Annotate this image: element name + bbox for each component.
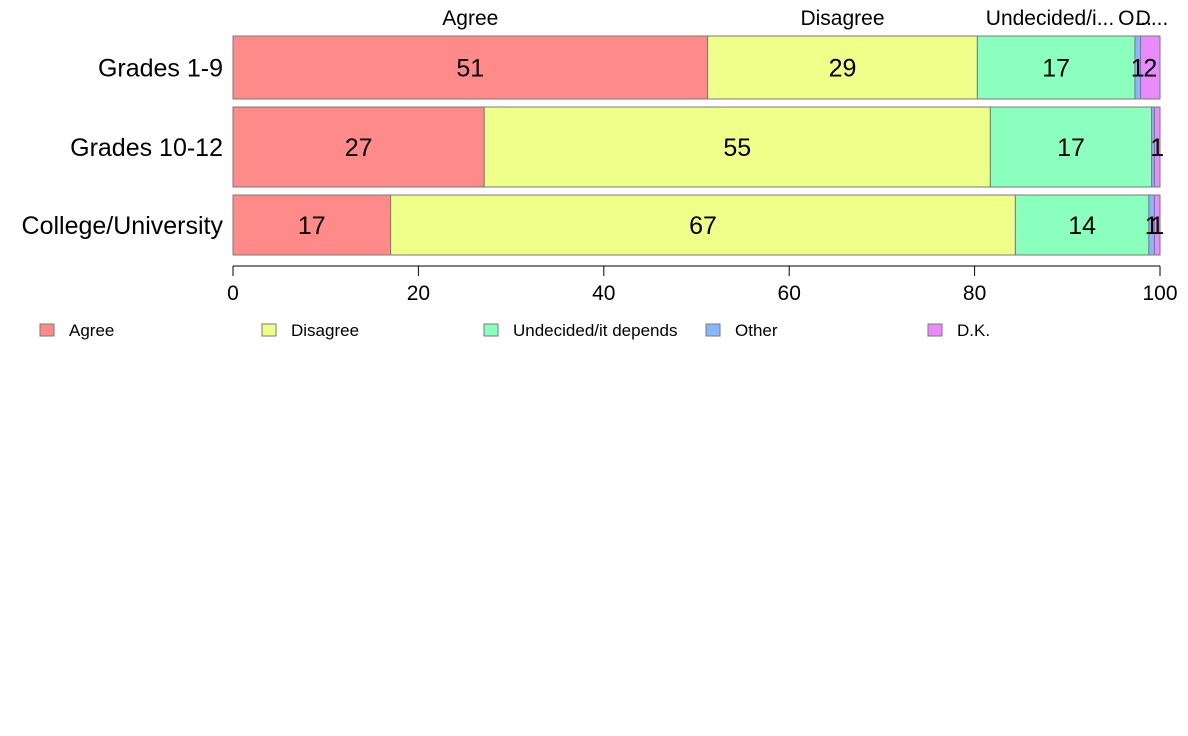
x-axis: 0 20 40 60 80 100 <box>227 265 1178 305</box>
top-series-label: Agree <box>442 7 498 30</box>
legend-swatch <box>261 323 277 337</box>
x-tick-label: 60 <box>778 282 801 305</box>
bar-data-label: 17 <box>1042 55 1070 83</box>
top-series-label: D... <box>1136 7 1169 30</box>
category-label: Grades 10-12 <box>70 134 223 162</box>
legend-label: Disagree <box>291 321 359 340</box>
bar-data-label: 55 <box>723 134 751 162</box>
x-tick-label: 40 <box>592 282 615 305</box>
bar-segment <box>1014 194 1150 256</box>
top-series-label: Undecided/i... <box>986 7 1114 30</box>
x-tick-label: 20 <box>407 282 430 305</box>
category-label: College/University <box>22 212 224 240</box>
legend-label: Agree <box>69 321 114 340</box>
bar-segment <box>707 35 978 100</box>
top-series-label: Disagree <box>800 7 884 30</box>
category-labels: Grades 1-9 Grades 10-12 College/University <box>22 55 224 241</box>
legend-swatch <box>483 323 499 337</box>
bar-segment <box>483 106 991 188</box>
bar-data-label: 1 <box>1150 134 1164 162</box>
x-tick-label: 0 <box>227 282 239 305</box>
bar-segment <box>1153 194 1161 256</box>
bar-data-label: 67 <box>689 212 717 240</box>
legend-swatch <box>927 323 943 337</box>
bar-data-label: 27 <box>345 134 373 162</box>
bar-segment <box>390 194 1016 256</box>
legend-label: Other <box>735 321 778 340</box>
bars <box>232 35 1161 256</box>
bar-data-label: 1 <box>1150 212 1164 240</box>
legend: Agree Disagree Undecided/it depends Other D.… <box>39 321 990 340</box>
bar-data-label: 29 <box>829 55 857 83</box>
legend-swatch <box>39 323 55 337</box>
legend-label: Undecided/it depends <box>513 321 677 340</box>
bar-data-label: 1 <box>1131 55 1145 83</box>
legend-label: D.K. <box>957 321 990 340</box>
x-tick-label: 80 <box>963 282 986 305</box>
bar-segment <box>1140 35 1161 100</box>
bar-data-label: 17 <box>298 212 326 240</box>
top-labels: Agree Disagree Undecided/i... O...D... <box>442 7 1168 30</box>
bar-segment <box>232 194 392 256</box>
bar-data-label: 17 <box>1057 134 1085 162</box>
bar-segment <box>1153 106 1161 188</box>
bar-segment <box>989 106 1153 188</box>
top-series-label: O... <box>1118 7 1152 30</box>
bar-data-label: 1 <box>1145 212 1159 240</box>
category-label: Grades 1-9 <box>98 55 223 83</box>
legend-swatch <box>705 323 721 337</box>
x-tick-label: 100 <box>1142 282 1177 305</box>
bar-data-label: 2 <box>1143 55 1157 83</box>
bar-data-label: 14 <box>1068 212 1096 240</box>
bar-data-label: 51 <box>456 55 484 83</box>
